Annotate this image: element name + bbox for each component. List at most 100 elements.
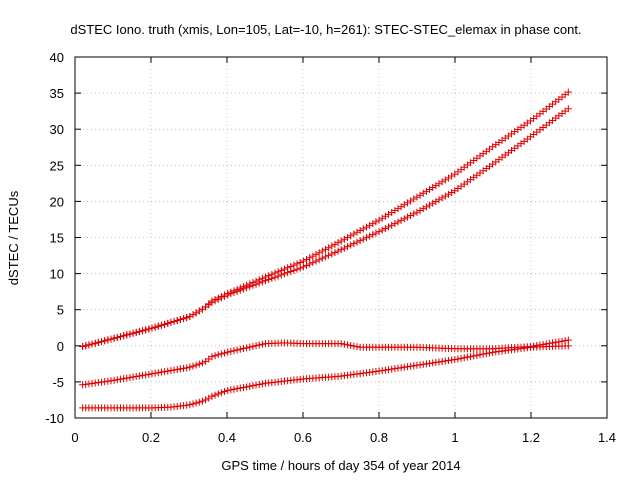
data-point bbox=[173, 365, 181, 373]
data-point bbox=[470, 352, 478, 360]
data-point bbox=[82, 342, 90, 350]
data-point bbox=[397, 203, 405, 211]
data-point bbox=[230, 347, 238, 355]
data-point bbox=[287, 268, 295, 276]
data-point bbox=[142, 371, 150, 379]
data-point bbox=[227, 386, 235, 394]
data-point bbox=[356, 237, 364, 245]
data-point bbox=[473, 351, 481, 359]
series-series-2 bbox=[79, 105, 572, 351]
data-point bbox=[350, 230, 358, 238]
data-point bbox=[239, 285, 247, 293]
data-point bbox=[113, 333, 121, 341]
data-point bbox=[170, 366, 178, 374]
data-point bbox=[224, 291, 232, 299]
data-point bbox=[195, 360, 203, 368]
data-point bbox=[252, 381, 260, 389]
data-point bbox=[157, 321, 165, 329]
data-point bbox=[255, 341, 263, 349]
data-point bbox=[378, 226, 386, 234]
data-point bbox=[129, 329, 137, 337]
data-point bbox=[161, 320, 169, 328]
data-point bbox=[337, 340, 345, 348]
data-point bbox=[353, 343, 361, 351]
data-point bbox=[299, 263, 307, 271]
data-point bbox=[359, 225, 367, 233]
data-point bbox=[221, 292, 229, 300]
data-point bbox=[309, 259, 317, 267]
data-point bbox=[157, 368, 165, 376]
data-point bbox=[479, 350, 487, 358]
data-point bbox=[145, 325, 153, 333]
data-point bbox=[271, 273, 279, 281]
data-point bbox=[214, 390, 222, 398]
data-point bbox=[239, 383, 247, 391]
data-point bbox=[306, 254, 314, 262]
data-point bbox=[344, 234, 352, 242]
data-point bbox=[186, 312, 194, 320]
data-point bbox=[110, 376, 118, 384]
data-point bbox=[198, 397, 206, 405]
data-point bbox=[309, 252, 317, 260]
data-point bbox=[400, 201, 408, 209]
data-point bbox=[243, 284, 251, 292]
data-point bbox=[113, 376, 121, 384]
data-point bbox=[246, 343, 254, 351]
data-point bbox=[151, 369, 159, 377]
data-point bbox=[435, 180, 443, 188]
data-point bbox=[236, 384, 244, 392]
grid bbox=[75, 57, 607, 418]
y-tick-label: 25 bbox=[50, 158, 64, 173]
data-point bbox=[167, 367, 175, 375]
data-point bbox=[413, 208, 421, 216]
data-point bbox=[217, 389, 225, 397]
data-point bbox=[407, 212, 415, 220]
data-point bbox=[145, 370, 153, 378]
data-point bbox=[170, 317, 178, 325]
data-point bbox=[385, 223, 393, 231]
data-point bbox=[249, 342, 257, 350]
data-point bbox=[467, 353, 475, 361]
data-point bbox=[139, 371, 147, 379]
data-point bbox=[151, 323, 159, 331]
data-point bbox=[476, 351, 484, 359]
data-point bbox=[328, 242, 336, 250]
data-point bbox=[318, 254, 326, 262]
data-point bbox=[91, 339, 99, 347]
y-tick-label: 40 bbox=[50, 50, 64, 65]
data-point bbox=[164, 367, 172, 375]
data-point bbox=[192, 399, 200, 407]
data-point bbox=[161, 368, 169, 376]
data-point bbox=[463, 353, 471, 361]
data-point bbox=[353, 238, 361, 246]
x-tick-label: 0.2 bbox=[142, 430, 160, 445]
data-point bbox=[441, 176, 449, 184]
data-point bbox=[123, 331, 131, 339]
chart-title: dSTEC Iono. truth (xmis, Lon=105, Lat=-1… bbox=[70, 22, 581, 37]
data-point bbox=[217, 294, 225, 302]
data-point bbox=[318, 247, 326, 255]
data-point bbox=[189, 362, 197, 370]
data-point bbox=[211, 391, 219, 399]
data-point bbox=[79, 343, 87, 351]
data-point bbox=[564, 88, 572, 96]
data-point bbox=[432, 182, 440, 190]
data-point bbox=[249, 281, 257, 289]
data-point bbox=[233, 385, 241, 393]
data-point bbox=[208, 392, 216, 400]
data-point bbox=[331, 249, 339, 257]
data-point bbox=[369, 231, 377, 239]
data-point bbox=[221, 349, 229, 357]
data-point bbox=[129, 373, 137, 381]
data-point bbox=[221, 388, 229, 396]
y-tick-label: -5 bbox=[52, 375, 64, 390]
x-tick-label: 1 bbox=[451, 430, 458, 445]
data-point bbox=[183, 364, 191, 372]
series-series-3 bbox=[79, 336, 572, 389]
data-point bbox=[243, 383, 251, 391]
data-point bbox=[176, 365, 184, 373]
data-point bbox=[403, 213, 411, 221]
data-point bbox=[192, 309, 200, 317]
data-point bbox=[236, 286, 244, 294]
